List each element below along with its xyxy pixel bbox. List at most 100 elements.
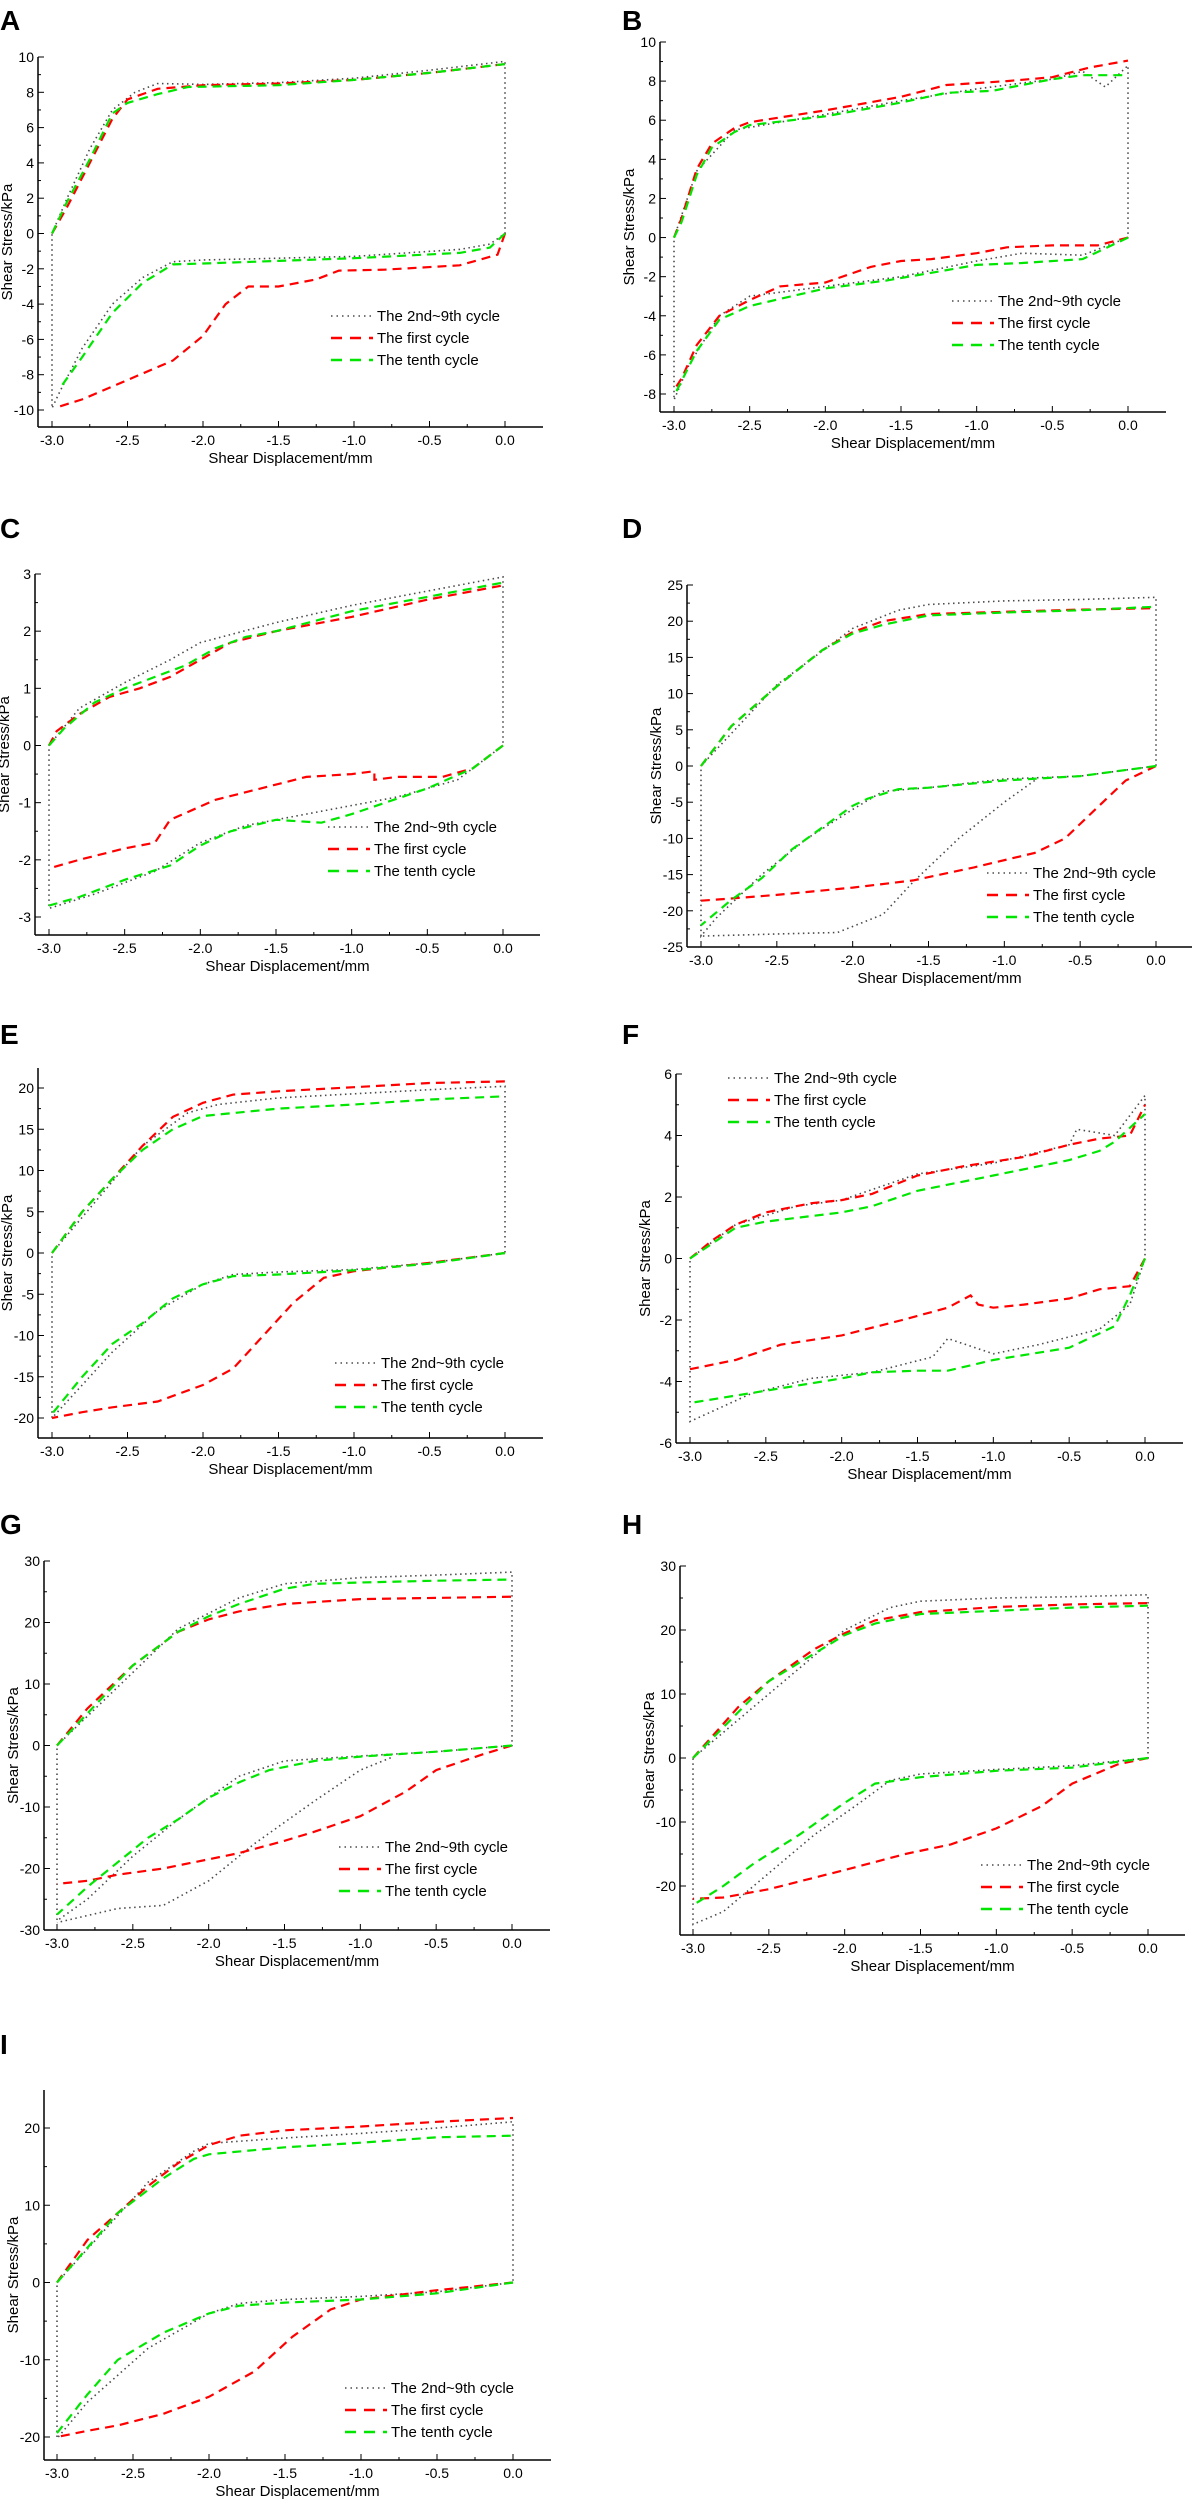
x-tick-label: -2.0 — [833, 1940, 857, 1956]
y-tick-label: 2 — [23, 623, 31, 639]
y-tick-label: 5 — [26, 1204, 34, 1220]
x-tick-label: -2.0 — [188, 940, 212, 956]
y-tick-label: -8 — [644, 386, 657, 402]
legend-label-tenth: The tenth cycle — [391, 2424, 493, 2441]
x-tick-label: -3.0 — [662, 417, 686, 433]
y-tick-label: 10 — [24, 2197, 40, 2213]
y-tick-label: -6 — [660, 1435, 673, 1451]
panel-i: I -3.0 -2.5 -2.0 -1.5 -1.0 -0.5 0.0 20 10 0 -10 -20 S… — [0, 2029, 551, 2500]
x-tick-label: -1.0 — [342, 1443, 366, 1459]
y-tick-label: 15 — [18, 1121, 34, 1137]
y-tick-label: 0 — [664, 1251, 672, 1267]
series-first-curve — [672, 59, 1129, 238]
series-tenth-curve — [48, 581, 504, 747]
y-axis-label: Shear Stress/kPa — [5, 1686, 22, 1803]
x-tick-label: -2.5 — [115, 432, 139, 448]
x-tick-label: -3.0 — [40, 1443, 64, 1459]
y-tick-label: 0 — [26, 1245, 34, 1261]
x-tick-label: -1.0 — [984, 1940, 1008, 1956]
panel-e: E -3.0 -2.5 -2.0 -1.5 -1.0 -0.5 0.0 20 15 10 5 0 -5 -1… — [0, 1019, 543, 1478]
y-tick-label: -10 — [20, 1799, 40, 1815]
y-axis-label: Shear Stress/kPa — [5, 2216, 22, 2333]
y-tick-label: 0 — [648, 230, 656, 246]
y-tick-label: 10 — [18, 49, 34, 65]
x-tick-label: -3.0 — [678, 1448, 702, 1464]
series-tenth-curve — [51, 1095, 506, 1254]
series-tenth-curve — [700, 605, 1157, 767]
series-tenth-curve — [689, 1113, 1146, 1260]
legend-label-first: The first cycle — [1027, 1879, 1120, 1896]
y-tick-label: 4 — [26, 155, 34, 171]
x-axis-label: Shear Displacement/mm — [857, 970, 1021, 987]
y-tick-label: 20 — [660, 1622, 676, 1638]
y-tick-label: -15 — [14, 1369, 34, 1385]
x-tick-label: -0.5 — [417, 1443, 441, 1459]
legend-label-cycles-2-9: The 2nd~9th cycle — [998, 293, 1121, 310]
x-tick-label: 0.0 — [1118, 417, 1138, 433]
x-tick-label: -1.5 — [908, 1940, 932, 1956]
panel-label: B — [622, 5, 642, 36]
y-tick-label: -3 — [19, 909, 32, 925]
legend-label-cycles-2-9: The 2nd~9th cycle — [1033, 865, 1156, 882]
series-first-curve — [692, 1756, 1149, 1900]
x-tick-label: -0.5 — [1040, 417, 1064, 433]
series-first-curve — [689, 1104, 1146, 1260]
x-tick-label: 0.0 — [495, 432, 515, 448]
series-tenth-curve — [700, 764, 1157, 927]
y-tick-label: 15 — [667, 649, 683, 665]
y-axis-label: Shear Stress/kPa — [648, 707, 665, 824]
x-tick-label: -1.5 — [264, 940, 288, 956]
legend-label-first: The first cycle — [1033, 887, 1126, 904]
legend-label-tenth: The tenth cycle — [1033, 909, 1135, 926]
x-tick-label: -1.0 — [348, 1935, 372, 1951]
x-tick-label: 0.0 — [1146, 952, 1166, 968]
series-first-curve — [48, 584, 504, 747]
y-tick-label: 2 — [648, 190, 656, 206]
legend-label-cycles-2-9: The 2nd~9th cycle — [1027, 1857, 1150, 1874]
legend-label-first: The first cycle — [377, 330, 470, 347]
legend-label-cycles-2-9: The 2nd~9th cycle — [374, 819, 497, 836]
x-tick-label: -2.0 — [191, 1443, 215, 1459]
x-tick-label: -1.0 — [342, 432, 366, 448]
x-tick-label: -2.5 — [754, 1448, 778, 1464]
y-tick-label: 30 — [660, 1558, 676, 1574]
x-tick-label: -3.0 — [40, 432, 64, 448]
x-tick-label: -2.0 — [197, 1935, 221, 1951]
series-first-curve — [689, 1257, 1146, 1371]
y-tick-label: 8 — [648, 73, 656, 89]
legend-label-tenth: The tenth cycle — [774, 1114, 876, 1131]
y-tick-label: 20 — [667, 613, 683, 629]
x-tick-label: -2.5 — [113, 940, 137, 956]
y-axis-label: Shear Stress/kPa — [0, 183, 16, 300]
series-first-curve — [673, 236, 1129, 391]
y-tick-label: 1 — [23, 680, 31, 696]
x-tick-label: 0.0 — [502, 1935, 522, 1951]
x-tick-label: -0.5 — [1068, 952, 1092, 968]
x-tick-label: -2.5 — [757, 1940, 781, 1956]
y-tick-label: 2 — [26, 190, 34, 206]
x-axis-label: Shear Displacement/mm — [208, 1461, 372, 1478]
y-tick-label: -20 — [20, 1861, 40, 1877]
series-tenth-curve — [673, 236, 1129, 397]
y-tick-label: 30 — [24, 1553, 40, 1569]
x-tick-label: 0.0 — [493, 940, 513, 956]
x-tick-label: -2.0 — [813, 417, 837, 433]
y-tick-label: 4 — [648, 151, 656, 167]
y-tick-label: -2 — [22, 261, 35, 277]
legend-label-tenth: The tenth cycle — [998, 337, 1100, 354]
legend-label-cycles-2-9: The 2nd~9th cycle — [385, 1839, 508, 1856]
panel-c: C -3.0 -2.5 -2.0 -1.5 -1.0 -0.5 0.0 3 2 1 0 -1 -2 -3 Sh… — [0, 513, 540, 975]
y-tick-label: 10 — [660, 1686, 676, 1702]
legend-label-first: The first cycle — [774, 1092, 867, 1109]
x-tick-label: -1.0 — [981, 1448, 1005, 1464]
x-tick-label: -0.5 — [417, 432, 441, 448]
x-tick-label: -1.5 — [266, 432, 290, 448]
legend-label-cycles-2-9: The 2nd~9th cycle — [774, 1070, 897, 1087]
x-axis-label: Shear Displacement/mm — [831, 435, 995, 452]
y-tick-label: -10 — [14, 1328, 34, 1344]
panel-d: D -3.0 -2.5 -2.0 -1.5 -1.0 -0.5 0.0 25 20 15 10 5 0 -5… — [622, 513, 1192, 987]
y-tick-label: 20 — [24, 1615, 40, 1631]
y-axis-label: Shear Stress/kPa — [0, 1194, 16, 1311]
series-tenth-curve — [673, 74, 1128, 239]
